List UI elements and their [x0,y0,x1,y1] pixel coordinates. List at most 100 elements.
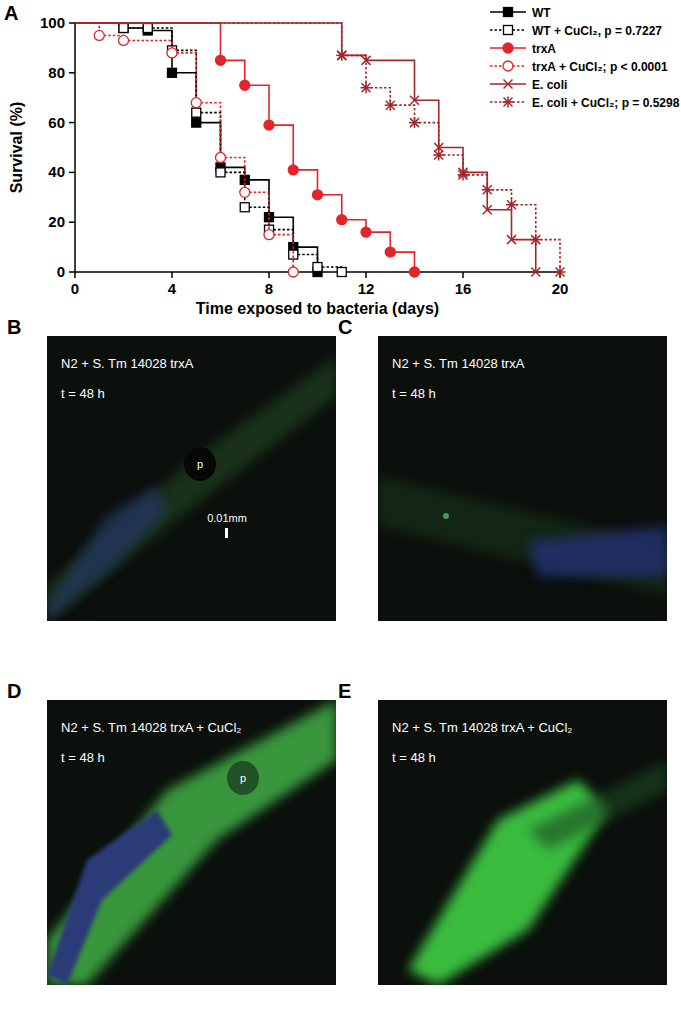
spot [443,513,449,519]
step-segment [366,60,415,100]
step-segment [415,100,439,147]
point [240,203,249,212]
micrograph [378,700,667,985]
intestine [47,486,167,621]
scale-bar-label: 0.01mm [207,512,247,524]
point [216,168,225,177]
legend-label: E. coli + CuCl₂; p = 0.5298 [532,96,680,110]
point [410,96,419,105]
point [143,23,152,32]
micrograph-bg [378,700,667,985]
marker-shape [313,263,322,272]
legend-label: trxA [532,42,556,56]
marker-shape [264,230,274,240]
marker-shape [482,189,493,191]
marker-shape [556,268,565,277]
y-tick [69,22,75,24]
y-tick [69,72,75,74]
marker-shape [216,168,225,177]
intestine [528,526,667,576]
pharynx [227,761,259,795]
marker-shape [459,170,468,179]
micrograph-bg [378,336,667,621]
step-segment [172,53,196,103]
legend: WTWT + CuCl₂, p = 0.7227trxAtrxA + CuCl₂… [490,6,680,110]
marker-shape [240,80,250,90]
marker-shape [531,268,540,277]
marker-shape [288,165,298,175]
step-segment [269,125,293,170]
panel-label: C [338,316,352,338]
y-axis-label: Survival (%) [8,102,25,194]
point [336,50,347,61]
marker-shape [504,26,513,35]
step-segment [75,23,342,55]
panel-label: E [338,680,351,702]
point [288,165,298,175]
point [531,268,540,277]
point [530,234,541,245]
marker-shape [410,267,420,277]
point [361,227,371,237]
marker-shape [507,235,516,244]
marker-shape [361,87,372,89]
point [506,199,517,210]
legend-marker [503,43,513,53]
figure: A020406080100048121620Time exposed to ba… [0,0,681,1031]
micrograph-content [408,760,667,985]
panel-time: t = 48 h [61,386,105,401]
micrograph-content [378,476,667,596]
y-tick-label: 100 [40,14,65,31]
plot-area [75,23,566,278]
step-segment [536,240,560,272]
marker-shape [192,118,201,127]
x-tick-label: 20 [552,280,569,297]
marker-shape [240,187,250,197]
point [458,169,469,180]
y-tick [69,271,75,273]
pharynx-label: p [240,772,246,784]
series [75,23,566,278]
series [75,23,346,277]
point [216,55,226,65]
x-tick-label: 8 [265,280,273,297]
marker-shape [506,204,517,206]
point [168,68,177,77]
point [433,149,444,160]
marker-shape [507,200,516,209]
series [75,23,420,277]
step-segment [245,85,269,125]
point [288,267,298,277]
panel-caption: N2 + S. Tm 14028 trxA + CuCl₂ [392,720,572,735]
legend-line [490,101,526,103]
marker-shape [94,30,104,40]
marker-shape [434,150,443,159]
marker-shape [337,215,347,225]
micrograph-bg [47,700,336,985]
x-tick-label: 16 [455,280,472,297]
marker-shape [434,150,443,159]
marker-shape [385,247,395,257]
worm-tail [528,760,667,850]
marker-shape [504,80,513,89]
step-segment [512,205,536,240]
legend-label: trxA + CuCl₂; p < 0.0001 [532,60,668,74]
y-tick-label: 20 [48,213,65,230]
point [361,82,372,93]
marker-shape [313,190,323,200]
legend-marker [504,26,513,35]
marker-shape [503,43,513,53]
y-tick-label: 0 [57,263,65,280]
marker-shape [119,35,129,45]
panel-label: A [4,2,18,24]
step-segment [196,113,220,173]
marker-shape [337,51,346,60]
marker-shape [264,120,274,130]
marker-shape [409,122,420,124]
step-segment [75,23,342,55]
point [167,48,177,58]
marker-shape [336,55,347,57]
intestine [47,810,172,985]
step-segment [463,175,487,190]
point [119,35,129,45]
